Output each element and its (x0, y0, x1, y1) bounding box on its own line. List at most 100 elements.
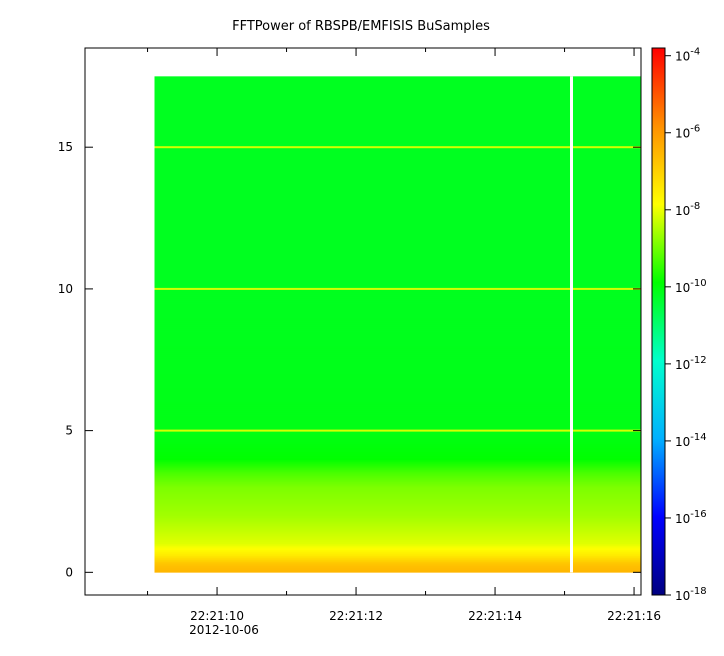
spectrogram-row (154, 184, 641, 187)
spectrogram-row (154, 122, 641, 125)
spectrogram-row (154, 496, 641, 499)
y-tick-label: 15 (58, 140, 73, 154)
spectrogram-row (154, 76, 641, 79)
spectrogram-row (154, 162, 641, 165)
spectrogram-row (154, 516, 641, 519)
spectrogram-row (154, 412, 641, 415)
spectrogram-row (154, 500, 641, 503)
spectrogram-row (154, 310, 641, 313)
spectrogram-row (154, 266, 641, 269)
spectrogram-row (154, 530, 641, 533)
spectrogram-row (154, 476, 641, 479)
spectrogram-row (154, 374, 641, 377)
spectrogram-row (154, 242, 641, 245)
spectrogram-row (154, 558, 641, 561)
spectrogram-row (154, 318, 641, 321)
spectrogram-row (154, 108, 641, 111)
harmonic-line (154, 146, 641, 149)
spectrogram-row (154, 84, 641, 87)
spectrogram-row (154, 106, 641, 109)
spectrogram-row (154, 220, 641, 223)
spectrogram-row (154, 416, 641, 419)
spectrogram-row (154, 92, 641, 95)
spectrogram-row (154, 248, 641, 251)
spectrogram-row (154, 296, 641, 299)
y-tick-label: 0 (65, 565, 73, 579)
spectrogram-row (154, 140, 641, 143)
spectrogram-row (154, 554, 641, 557)
spectrogram-row (154, 196, 641, 199)
spectrogram-row (154, 308, 641, 311)
spectrogram-row (154, 552, 641, 555)
spectrogram-row (154, 442, 641, 445)
spectrogram-row (154, 482, 641, 485)
spectrogram-image (154, 76, 641, 573)
spectrogram-row (154, 182, 641, 185)
spectrogram-row (154, 270, 641, 273)
spectrogram-row (154, 148, 641, 151)
spectrogram-row (154, 540, 641, 543)
spectrogram-row (154, 506, 641, 509)
spectrogram-row (154, 274, 641, 277)
spectrogram-row (154, 326, 641, 329)
spectrogram-row (154, 454, 641, 457)
spectrogram-row (154, 228, 641, 231)
spectrogram-row (154, 518, 641, 521)
spectrogram-row (154, 410, 641, 413)
spectrogram-row (154, 284, 641, 287)
spectrogram-row (154, 198, 641, 201)
spectrogram-row (154, 190, 641, 193)
spectrogram-row (154, 126, 641, 129)
spectrogram-plot (84, 47, 642, 596)
spectrogram-row (154, 166, 641, 169)
spectrogram-row (154, 490, 641, 493)
spectrogram-row (154, 80, 641, 83)
spectrogram-row (154, 206, 641, 209)
spectrogram-row (154, 144, 641, 147)
spectrogram-row (154, 370, 641, 373)
spectrogram-row (154, 94, 641, 97)
spectrogram-row (154, 342, 641, 345)
spectrogram-row (154, 278, 641, 281)
spectrogram-row (154, 252, 641, 255)
spectrogram-row (154, 78, 641, 81)
spectrogram-row (154, 112, 641, 115)
spectrogram-row (154, 460, 641, 463)
spectrogram-row (154, 498, 641, 501)
spectrogram-row (154, 262, 641, 265)
spectrogram-row (154, 494, 641, 497)
spectrogram-row (154, 456, 641, 459)
spectrogram-row (154, 172, 641, 175)
data-gap (570, 76, 573, 573)
spectrogram-row (154, 562, 641, 565)
spectrogram-row (154, 472, 641, 475)
y-tick-label: 10 (58, 282, 73, 296)
spectrogram-row (154, 292, 641, 295)
spectrogram-row (154, 124, 641, 127)
spectrogram-row (154, 526, 641, 529)
spectrogram-row (154, 400, 641, 403)
spectrogram-row (154, 222, 641, 225)
spectrogram-row (154, 428, 641, 431)
spectrogram-row (154, 82, 641, 85)
spectrogram-row (154, 488, 641, 491)
spectrogram-row (154, 86, 641, 89)
spectrogram-row (154, 156, 641, 159)
spectrogram-row (154, 150, 641, 153)
spectrogram-row (154, 170, 641, 173)
spectrogram-row (154, 304, 641, 307)
spectrogram-row (154, 286, 641, 289)
spectrogram-row (154, 254, 641, 257)
spectrogram-row (154, 138, 641, 141)
spectrogram-row (154, 316, 641, 319)
spectrogram-row (154, 130, 641, 133)
spectrogram-row (154, 96, 641, 99)
spectrogram-row (154, 110, 641, 113)
spectrogram-row (154, 550, 641, 553)
spectrogram-row (154, 388, 641, 391)
spectrogram-row (154, 426, 641, 429)
harmonic-line (154, 429, 641, 432)
spectrogram-row (154, 570, 641, 573)
spectrogram-row (154, 548, 641, 551)
spectrogram-row (154, 446, 641, 449)
